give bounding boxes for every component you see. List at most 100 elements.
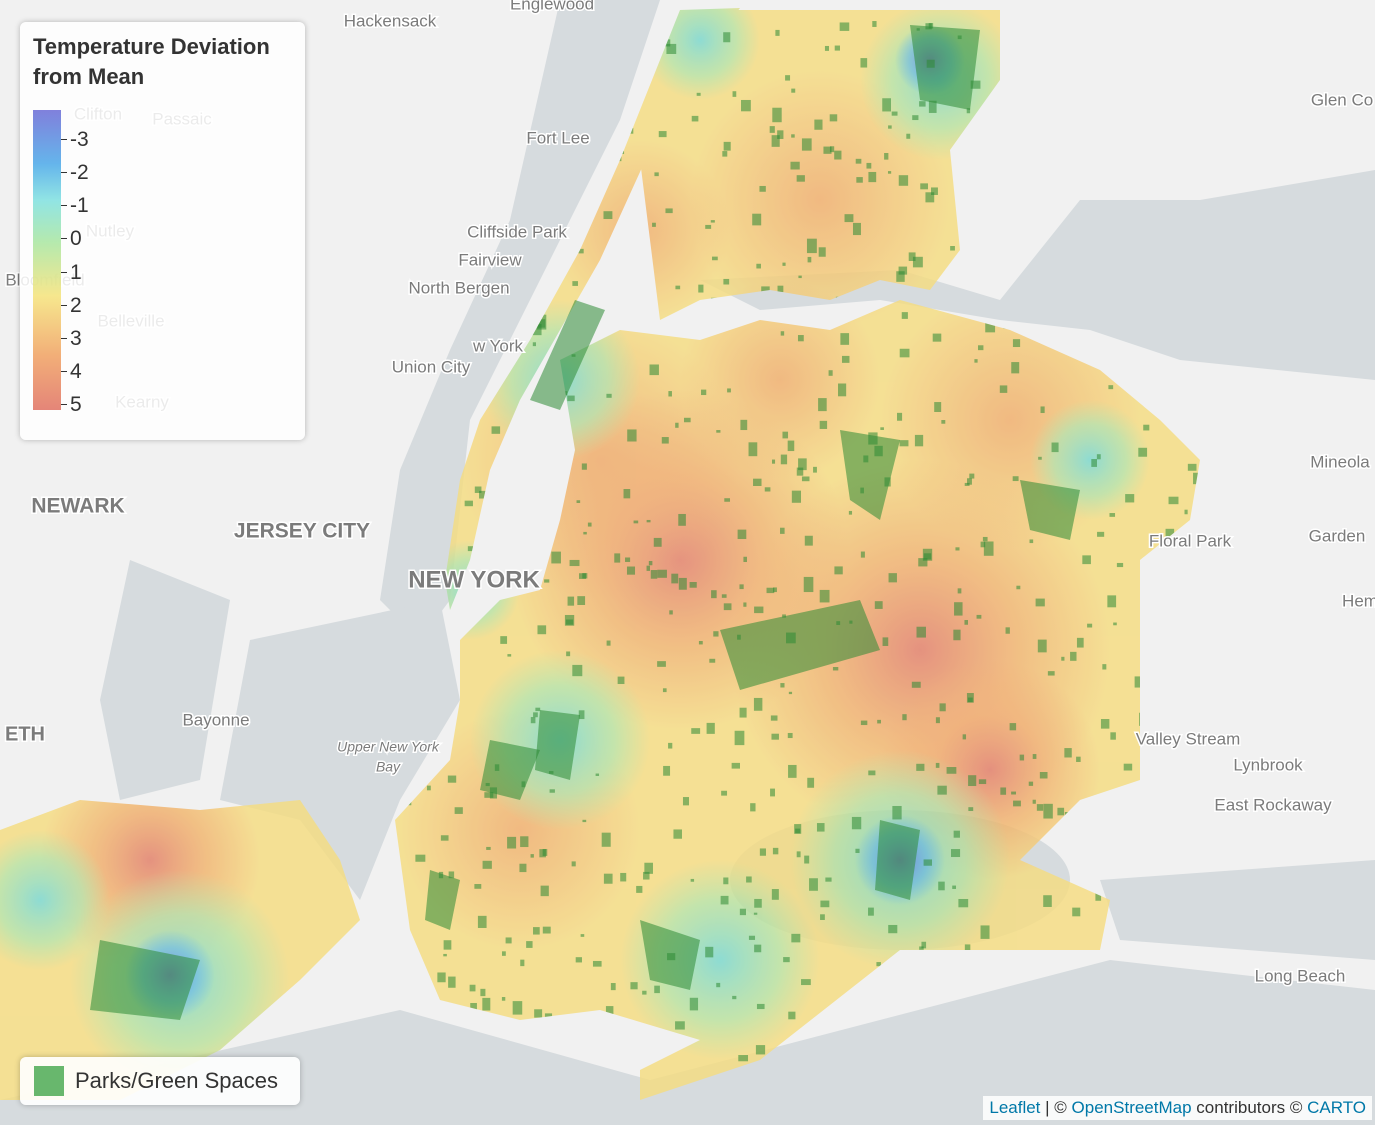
park [581,463,587,470]
park [773,587,777,593]
park [443,940,452,950]
park [925,23,932,30]
park [836,621,841,625]
park [770,788,775,797]
park [1190,769,1199,778]
park [510,178,517,184]
park [882,98,892,112]
place-label: Fairview [458,250,522,269]
park [888,125,892,129]
park [592,960,602,967]
park [955,547,960,551]
park [696,321,706,333]
park [849,620,853,624]
legend-tick-mark [61,172,67,174]
park [1177,368,1181,371]
park [868,171,877,183]
park [1150,195,1155,200]
park [691,115,699,122]
park [938,881,945,891]
park [872,21,877,27]
park [721,594,727,598]
park [851,816,862,830]
park [1143,424,1150,431]
park [964,944,971,952]
park [1005,120,1010,125]
park [919,946,924,950]
place-label: Union City [392,357,471,376]
place-label: Bay [376,759,401,775]
park [888,924,898,934]
legend-tick-label: 0 [70,227,82,251]
park [583,531,587,535]
park [386,933,396,942]
park [834,150,842,160]
park [675,1021,685,1030]
park [482,860,492,869]
park [1096,454,1101,460]
park [1157,369,1166,379]
place-label: w York [472,336,524,355]
place-label: Garden [1309,526,1366,545]
park [533,927,540,935]
park [575,957,582,963]
park [1155,556,1162,564]
park [391,956,398,961]
park [582,573,588,579]
park [504,55,511,63]
park [868,907,874,916]
park [982,536,988,542]
park [818,247,826,257]
park [537,625,547,635]
park [1051,442,1059,453]
park [421,392,428,402]
park [738,1055,749,1062]
park [669,610,673,615]
legend-tick-label: -3 [70,128,89,151]
park [967,478,972,485]
place-label: JERSEY CITY [234,520,370,543]
park [698,284,704,293]
park [969,473,975,479]
park [833,1009,843,1023]
park [454,99,464,105]
park [782,431,789,439]
park [1130,87,1140,102]
legend-tick-mark [61,304,67,306]
park [1032,754,1037,759]
attribution-sep: | © [1045,1098,1067,1117]
park [743,556,747,563]
legend-tick-label: 4 [70,359,82,383]
leaflet-link[interactable]: Leaflet [989,1098,1041,1117]
park [712,256,718,261]
osm-link[interactable]: OpenStreetMap [1071,1098,1192,1117]
legend-title: Temperature Deviation from Mean [33,34,270,89]
park [925,192,935,203]
park [996,157,1002,163]
park [841,355,850,363]
park [410,1001,420,1011]
park [919,101,926,107]
park [1116,562,1124,568]
park [1157,858,1165,864]
park [1010,266,1015,271]
park [978,779,987,785]
park [625,557,631,562]
park [662,688,667,693]
park [838,383,847,397]
park [1099,865,1105,870]
park [1105,339,1113,345]
carto-link[interactable]: CARTO [1307,1098,1366,1117]
park [1108,385,1114,390]
park [415,854,426,862]
park [791,88,796,93]
park [912,256,923,268]
park [1102,664,1107,670]
park [689,582,697,588]
park [690,878,695,882]
park [1123,347,1131,356]
park [1040,406,1045,414]
park [1189,811,1200,824]
place-label: Lynbrook [1233,755,1303,774]
park [780,527,785,534]
